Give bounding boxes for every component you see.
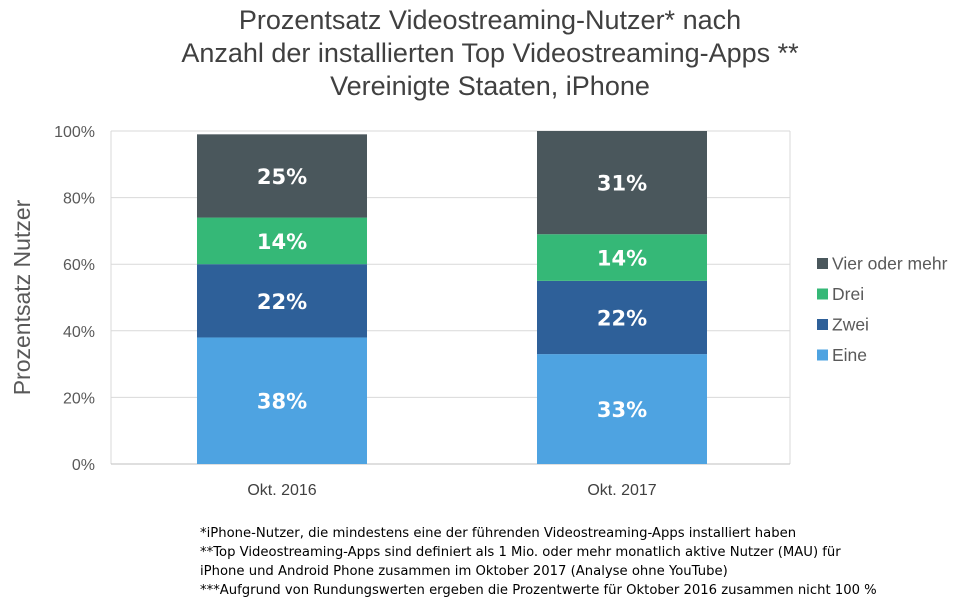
bar-segment [537, 234, 707, 281]
legend-label: Zwei [832, 315, 869, 335]
footnotes: *iPhone-Nutzer, die mindestens eine der … [200, 524, 877, 600]
x-tick-label: Okt. 2016 [247, 482, 316, 499]
data-label: 14% [597, 247, 647, 271]
footnote-4: ***Aufgrund von Rundungswerten ergeben d… [200, 583, 877, 598]
title-line-2: Anzahl der installierten Top Videostream… [181, 38, 799, 68]
bar-segment [537, 131, 707, 235]
y-axis-title: Prozentsatz Nutzer [9, 199, 35, 395]
data-label: 22% [257, 290, 307, 314]
bar-segment [537, 354, 707, 464]
y-tick-label: 20% [63, 390, 95, 407]
y-tick-label: 80% [63, 191, 95, 208]
bar-segment [197, 134, 367, 218]
legend-swatch [817, 319, 828, 330]
data-label: 25% [257, 165, 307, 189]
bar-segment [197, 217, 367, 265]
footnote-1: *iPhone-Nutzer, die mindestens eine der … [200, 526, 797, 541]
y-tick-label: 100% [54, 124, 95, 141]
bar-segment [537, 280, 707, 355]
chart-title: Prozentsatz Videostreaming-Nutzer* nach … [0, 4, 968, 103]
legend-label: Eine [832, 345, 867, 365]
data-label: 33% [597, 398, 647, 422]
y-tick-label: 60% [63, 257, 95, 274]
legend-label: Vier oder mehr [832, 254, 948, 274]
data-label: 14% [257, 230, 307, 254]
bar-segment [197, 337, 367, 464]
x-tick-label: Okt. 2017 [587, 482, 656, 499]
legend-label: Drei [832, 284, 864, 304]
y-tick-label: 40% [63, 324, 95, 341]
legend-swatch [817, 288, 828, 300]
y-tick-label: 0% [72, 457, 95, 474]
data-label: 38% [257, 390, 307, 414]
stacked-bar-chart: 0% 20% 40% 60% 80% 100% Prozentsatz Nutzer 38% 2… [9, 124, 948, 499]
bar-segment [197, 264, 367, 338]
title-line-1: Prozentsatz Videostreaming-Nutzer* nach [238, 5, 742, 35]
legend-swatch [817, 349, 828, 361]
footnote-2: **Top Videostreaming-Apps sind definiert… [200, 545, 841, 560]
data-label: 31% [597, 172, 647, 196]
footnote-3: iPhone und Android Phone zusammen im Okt… [200, 564, 728, 579]
data-label: 22% [597, 306, 647, 330]
legend-swatch [817, 258, 828, 269]
title-line-3: Vereinigte Staaten, iPhone [330, 71, 650, 101]
